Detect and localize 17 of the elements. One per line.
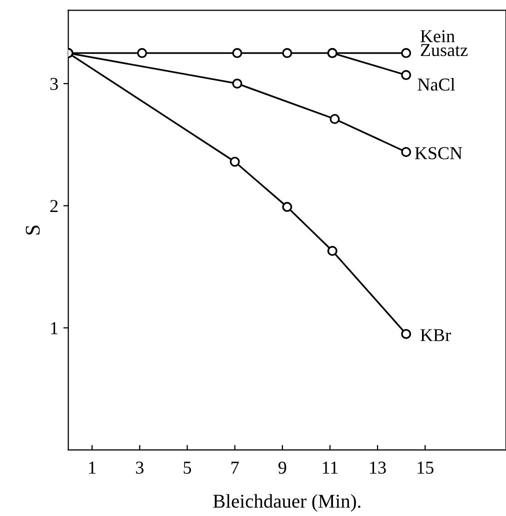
x-tick-label: 1	[89, 462, 96, 474]
y-tick-label: 2	[50, 200, 58, 212]
y-tick-label: 3	[50, 78, 58, 90]
y-tick-label: 1	[51, 322, 58, 334]
series-label: KBr	[420, 329, 451, 342]
x-tick-label: 13	[370, 462, 386, 474]
x-axis-title: Bleichdauer (Min).	[213, 494, 360, 512]
x-tick-label: 9	[278, 462, 286, 474]
x-tick-label: 11	[322, 462, 338, 474]
x-tick-label: 7	[232, 462, 239, 474]
series-label: KSCN	[414, 147, 462, 160]
y-axis-title: S	[26, 226, 40, 235]
series-label: Kein Zusatz	[420, 30, 468, 56]
x-tick-label: 15	[418, 462, 434, 474]
x-tick-label: 5	[184, 462, 192, 474]
x-tick-label: 3	[136, 462, 144, 474]
series-label: NaCl	[418, 78, 455, 91]
